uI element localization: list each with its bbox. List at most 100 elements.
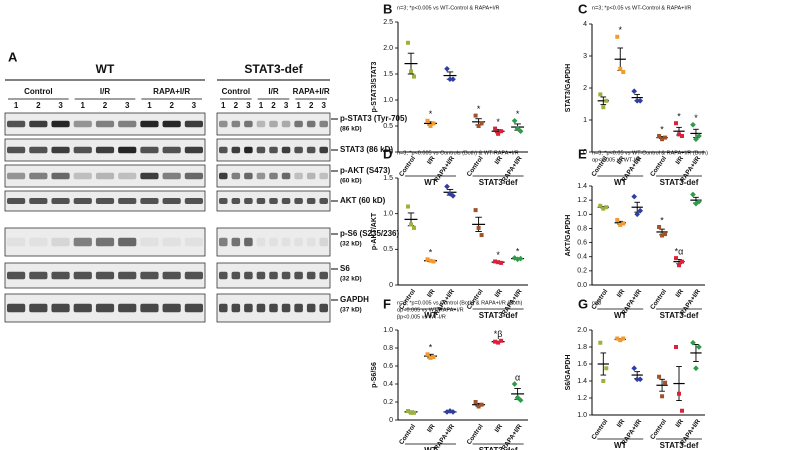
- data-point: [444, 183, 450, 190]
- band: [29, 146, 48, 154]
- data-point: [674, 345, 679, 349]
- y-tick-label: 4: [583, 21, 587, 28]
- band: [51, 303, 70, 313]
- significance-mark: *: [660, 124, 664, 134]
- significance-mark: *: [694, 113, 698, 123]
- data-point: [677, 263, 682, 268]
- y-tick-label: 2: [583, 85, 587, 92]
- group-label: WT: [424, 311, 437, 320]
- significance-mark: *: [429, 109, 433, 119]
- data-point: [517, 128, 524, 135]
- band: [7, 146, 26, 154]
- x-tick-label: I/R: [494, 288, 505, 299]
- band: [319, 120, 328, 128]
- data-point: [660, 233, 665, 238]
- significance-mark: *: [660, 215, 664, 225]
- lane-label: 2: [309, 101, 314, 110]
- group-label: Control: [24, 87, 52, 96]
- lane-label: 3: [246, 101, 251, 110]
- band: [95, 172, 115, 180]
- band: [294, 237, 303, 247]
- data-point: [447, 76, 453, 83]
- band: [306, 303, 316, 313]
- lane-label: 2: [103, 101, 108, 110]
- y-tick-label: 0.6: [577, 239, 587, 246]
- band: [95, 271, 115, 280]
- panel-letter: A: [8, 49, 18, 64]
- data-point: [634, 376, 641, 383]
- data-point: [479, 121, 484, 126]
- data-point: [450, 76, 456, 83]
- band: [244, 303, 253, 313]
- panel-letter: D: [383, 146, 392, 161]
- band: [7, 172, 26, 180]
- band: [244, 237, 253, 247]
- lane-label: 1: [81, 101, 86, 110]
- band: [162, 237, 181, 247]
- data-point: [657, 225, 662, 230]
- data-point: [496, 131, 501, 136]
- group-label: STAT3-def: [479, 446, 518, 450]
- group-label: STAT3-def: [660, 311, 699, 320]
- data-point: [663, 380, 668, 385]
- data-point: [601, 379, 606, 383]
- band: [281, 237, 291, 247]
- band: [51, 172, 70, 180]
- data-point: [663, 135, 668, 140]
- data-point: [601, 206, 606, 211]
- x-tick-label: I/R: [675, 155, 686, 166]
- band: [231, 237, 241, 247]
- note: n=3; *p<0.005 vs WT-Control & RAPA+I/R: [397, 5, 499, 11]
- lane-label: 2: [36, 101, 41, 110]
- band: [95, 198, 115, 204]
- data-point: [473, 113, 478, 118]
- x-tick-label: I/R: [426, 288, 437, 299]
- band: [140, 198, 159, 204]
- data-point: [631, 365, 638, 372]
- data-point: [425, 118, 430, 123]
- band: [73, 120, 92, 128]
- band: [306, 172, 316, 180]
- blot-strip: [4, 164, 206, 188]
- data-point: [412, 74, 416, 79]
- y-tick-label: 1.4: [577, 378, 587, 385]
- group-label: WT: [424, 178, 437, 187]
- band: [294, 271, 303, 280]
- data-point: [496, 260, 501, 265]
- band: [162, 198, 181, 204]
- data-point: [428, 124, 433, 128]
- band: [219, 271, 228, 280]
- data-point: [425, 352, 430, 357]
- band: [256, 271, 266, 280]
- data-point: [604, 366, 609, 371]
- group-label: Control: [222, 87, 250, 96]
- y-tick-label: 0.2: [577, 268, 587, 275]
- significance-mark: *: [677, 112, 681, 122]
- data-point: [409, 69, 413, 74]
- data-point: [604, 98, 609, 103]
- band: [281, 172, 291, 180]
- data-point: [634, 211, 641, 218]
- data-point: [621, 70, 626, 74]
- band: [162, 172, 181, 180]
- group-label: I/R: [100, 87, 110, 96]
- band: [140, 146, 159, 154]
- data-point: [428, 258, 433, 263]
- band: [219, 146, 228, 154]
- band: [256, 237, 266, 247]
- panel-letter: B: [383, 1, 392, 16]
- band: [184, 303, 203, 313]
- lane-label: 1: [221, 101, 226, 110]
- band: [162, 303, 181, 313]
- band: [162, 146, 181, 154]
- band: [306, 271, 316, 280]
- data-point: [615, 217, 620, 222]
- data-point: [476, 404, 481, 409]
- data-point: [618, 338, 623, 343]
- significance-mark: *: [618, 25, 622, 35]
- x-tick-label: Control: [649, 155, 668, 178]
- y-tick-label: 0.0: [577, 282, 587, 289]
- data-point: [425, 257, 430, 262]
- data-point: [444, 65, 450, 72]
- band: [140, 120, 159, 128]
